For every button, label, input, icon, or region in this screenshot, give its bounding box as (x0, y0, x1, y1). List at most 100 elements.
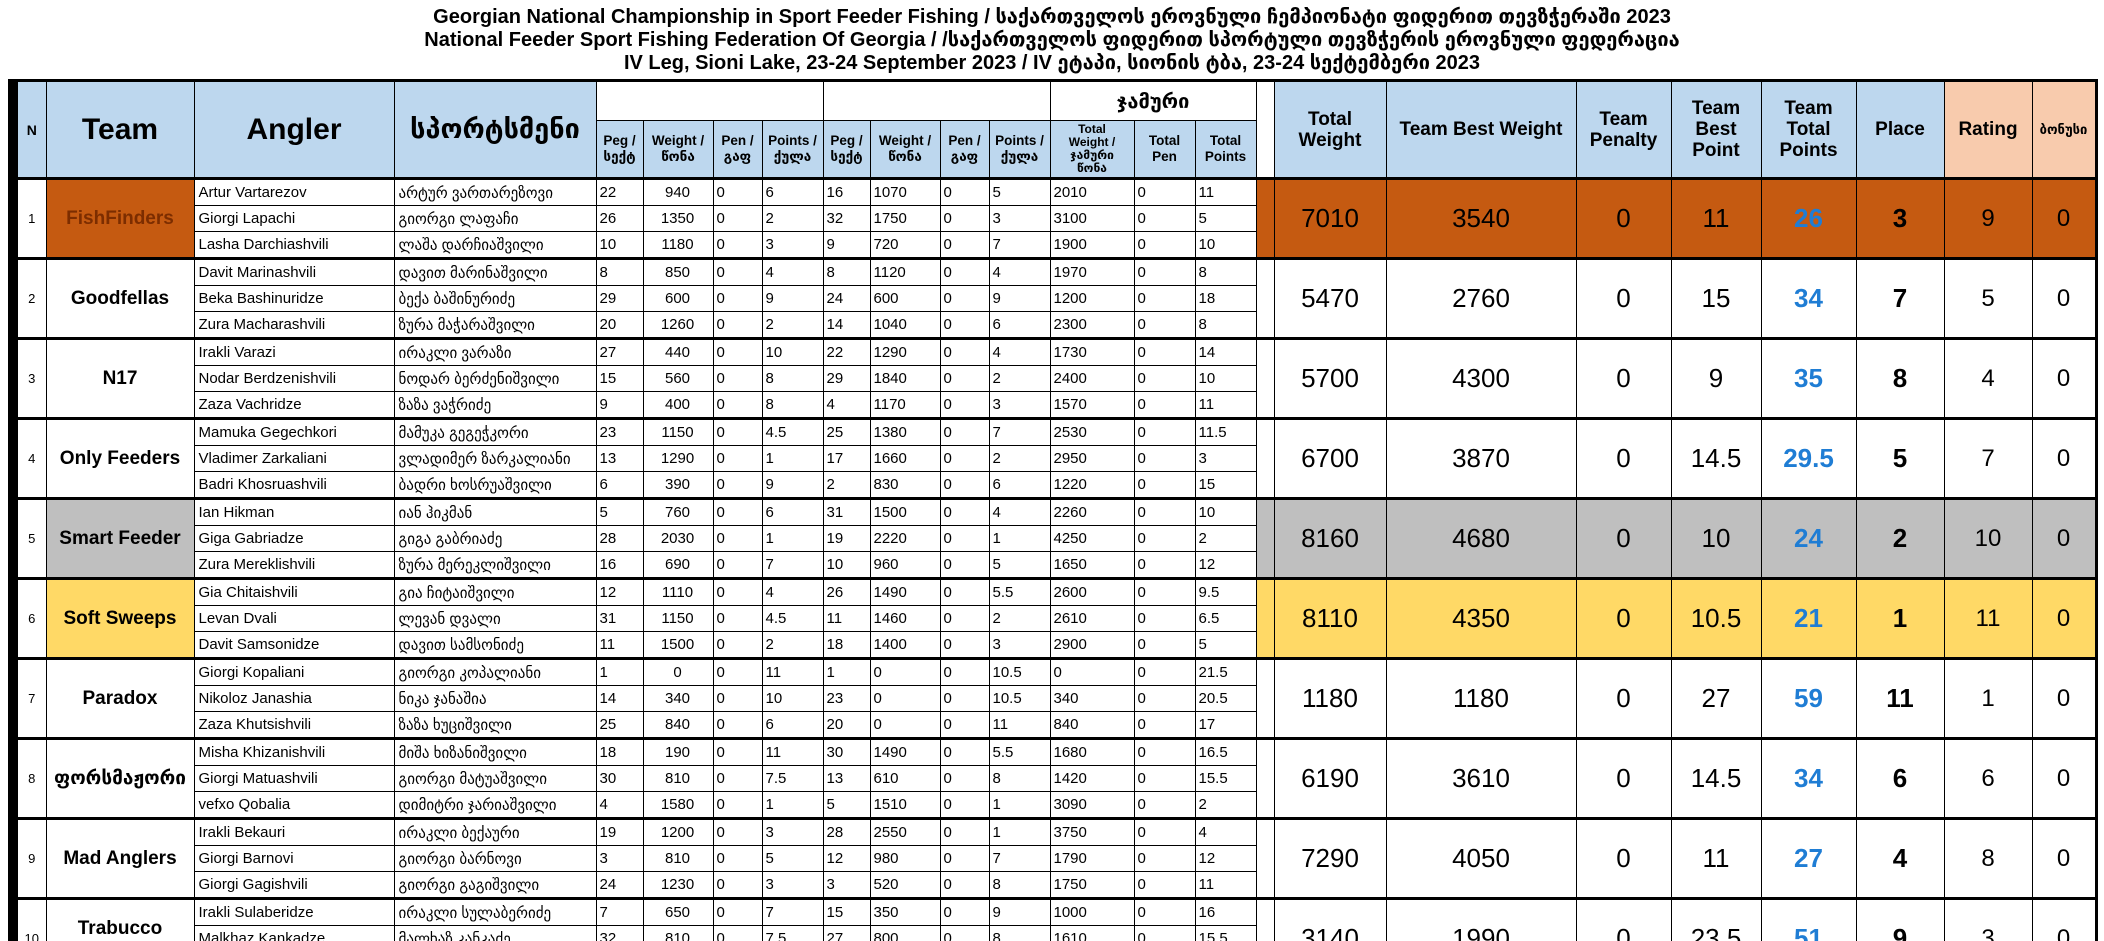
pen-day1-cell: 0 (712, 657, 763, 686)
weight-day1-cell: 390 (642, 471, 714, 499)
team-total-weight-cell: 8110 (1273, 577, 1387, 659)
pen-day2-cell: 0 (939, 445, 990, 472)
weight-day1-cell: 0 (642, 657, 714, 686)
team-best-weight-cell: 3870 (1385, 417, 1577, 499)
rating-cell: 3 (1943, 897, 2033, 941)
place-cell: 6 (1855, 737, 1945, 819)
total-pen-cell: 0 (1133, 417, 1196, 446)
points-day2-cell: 5 (988, 551, 1051, 579)
angler-name: Lasha Darchiashvili (193, 231, 395, 259)
peg-day2-cell: 23 (822, 685, 871, 712)
angler-name: Irakli Bekauri (193, 817, 395, 846)
total-weight-cell: 340 (1049, 685, 1135, 712)
peg-day2-cell: 16 (822, 177, 871, 206)
weight-day2-cell: 1490 (869, 577, 941, 606)
points-day2-cell: 7 (988, 845, 1051, 872)
place-cell: 9 (1855, 897, 1945, 941)
angler-name-ka: ირაკლი ვარაზი (393, 337, 597, 366)
total-weight-cell: 1570 (1049, 391, 1135, 419)
total-points-cell: 6.5 (1194, 605, 1257, 632)
weight-day2-cell: 0 (869, 657, 941, 686)
total-points-cell: 15 (1194, 471, 1257, 499)
weight-day1-cell: 400 (642, 391, 714, 419)
pen-day2-cell: 0 (939, 605, 990, 632)
points-day2-cell: 4 (988, 497, 1051, 526)
pen-day2-cell: 0 (939, 285, 990, 312)
team-total-points-cell: 34 (1760, 737, 1857, 819)
points-day1-cell: 2 (761, 631, 824, 659)
angler-name: Artur Vartarezov (193, 177, 395, 206)
pen-day2-cell: 0 (939, 311, 990, 339)
weight-day2-cell: 1750 (869, 205, 941, 232)
team-number: 4 (12, 417, 47, 499)
total-points-cell: 12 (1194, 845, 1257, 872)
team-total-points-cell: 34 (1760, 257, 1857, 339)
total-weight-cell: 840 (1049, 711, 1135, 739)
points-day2-cell: 4 (988, 337, 1051, 366)
angler-name: Nikoloz Janashia (193, 685, 395, 712)
page-title-line-2: National Feeder Sport Fishing Federation… (424, 29, 1680, 51)
points-day1-cell: 5 (761, 845, 824, 872)
pen-day1-cell: 0 (712, 711, 763, 739)
points-day1-cell: 8 (761, 391, 824, 419)
weight-day1-cell: 690 (642, 551, 714, 579)
weight-day2-cell: 800 (869, 925, 941, 941)
team-total-weight-cell: 7010 (1273, 177, 1387, 259)
angler-name-ka: მალხაზ კანკაძე (393, 925, 597, 941)
weight-day2-cell: 350 (869, 897, 941, 926)
team-color-strip (1255, 577, 1275, 659)
col-header-total-weight: Total Weight / ჯამური წონა (1049, 120, 1135, 180)
points-day2-cell: 5 (988, 177, 1051, 206)
col-header-weight-day2: Weight / წონა (869, 120, 941, 180)
pen-day1-cell: 0 (712, 765, 763, 792)
weight-day1-cell: 1580 (642, 791, 714, 819)
weight-day1-cell: 810 (642, 765, 714, 792)
total-pen-cell: 0 (1133, 525, 1196, 552)
angler-row: Davit Samsonidze დავით სამსონიძე 11 1500 0 2 1… (13, 631, 2096, 659)
team-total-points-cell: 51 (1760, 897, 1857, 941)
weight-day2-cell: 1510 (869, 791, 941, 819)
peg-day1-cell: 3 (595, 845, 644, 872)
angler-row: vefxo Qobalia დიმიტრი ჯარიაშვილი 4 1580 0 1 5 1… (13, 791, 2096, 819)
team-total-weight-cell: 6190 (1273, 737, 1387, 819)
pen-day2-cell: 0 (939, 577, 990, 606)
angler-name: Gia Chitaishvili (193, 577, 395, 606)
col-header-bonus: ბონუსი (2031, 80, 2097, 179)
points-day1-cell: 8 (761, 365, 824, 392)
points-day2-cell: 2 (988, 445, 1051, 472)
pen-day2-cell: 0 (939, 391, 990, 419)
team-color-strip (1255, 257, 1275, 339)
points-day2-cell: 1 (988, 817, 1051, 846)
total-pen-cell: 0 (1133, 551, 1196, 579)
team-number: 8 (12, 737, 47, 819)
points-day1-cell: 1 (761, 525, 824, 552)
weight-day1-cell: 810 (642, 845, 714, 872)
points-day1-cell: 3 (761, 871, 824, 899)
angler-row: Giorgi Gagishvili გიორგი გაგიშვილი 24 1230 0… (13, 871, 2096, 899)
team-best-point-cell: 11 (1670, 177, 1762, 259)
weight-day1-cell: 1500 (642, 631, 714, 659)
team-total-weight-cell: 5700 (1273, 337, 1387, 419)
pen-day1-cell: 0 (712, 925, 763, 941)
points-day2-cell: 8 (988, 871, 1051, 899)
col-header-total-points: Total Points (1194, 120, 1257, 180)
angler-name: Davit Marinashvili (193, 257, 395, 286)
weight-day2-cell: 720 (869, 231, 941, 259)
total-weight-cell: 3750 (1049, 817, 1135, 846)
peg-day1-cell: 29 (595, 285, 644, 312)
pen-day1-cell: 0 (712, 577, 763, 606)
total-weight-cell: 1680 (1049, 737, 1135, 766)
total-points-cell: 20.5 (1194, 685, 1257, 712)
rating-cell: 5 (1943, 257, 2033, 339)
team-penalty-cell: 0 (1575, 897, 1672, 941)
results-table: N Team Angler სპორტსმენი ჯამური Total We… (8, 79, 2098, 941)
weight-day1-cell: 340 (642, 685, 714, 712)
total-points-cell: 10 (1194, 231, 1257, 259)
points-day2-cell: 8 (988, 765, 1051, 792)
angler-row: Badri Khosruashvili ბადრი ხოსრუაშვილი 6 390… (13, 471, 2096, 499)
rating-cell: 7 (1943, 417, 2033, 499)
weight-day2-cell: 1460 (869, 605, 941, 632)
total-pen-cell: 0 (1133, 471, 1196, 499)
peg-day1-cell: 30 (595, 765, 644, 792)
total-weight-cell: 1750 (1049, 871, 1135, 899)
